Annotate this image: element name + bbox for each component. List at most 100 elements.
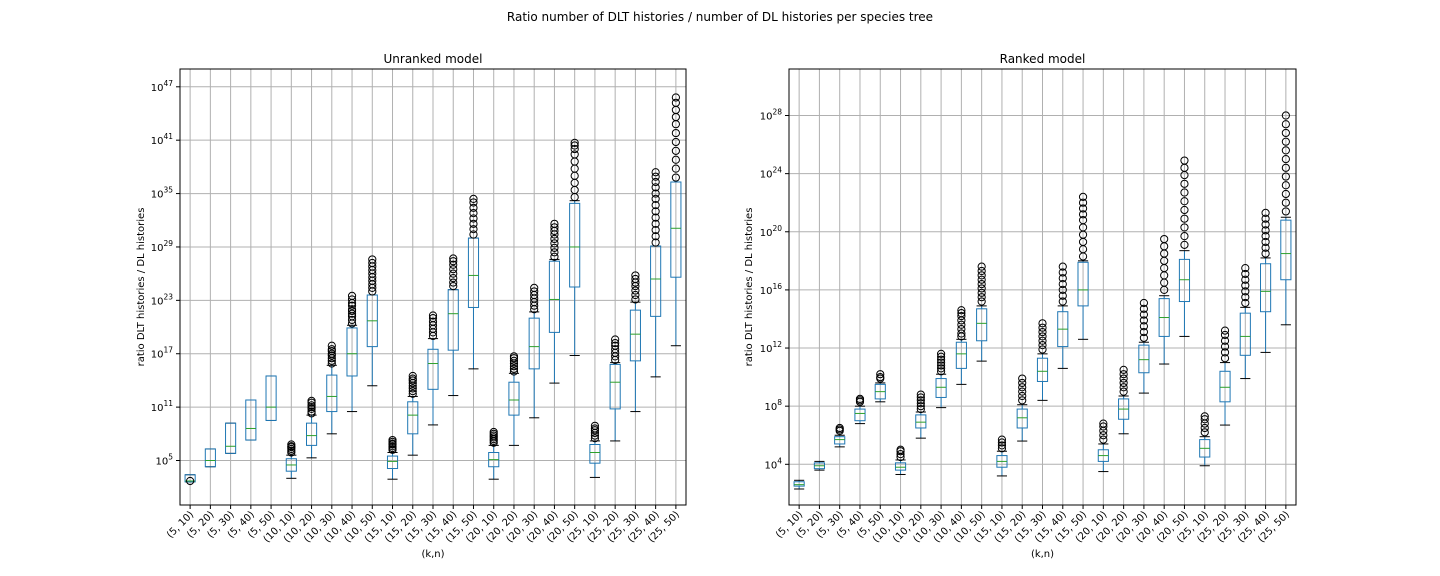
flier-point bbox=[570, 138, 579, 147]
flier-point bbox=[977, 266, 986, 276]
box-(15, 40) bbox=[447, 254, 459, 397]
box-(15, 50) bbox=[467, 194, 480, 370]
box-rect bbox=[1178, 258, 1191, 303]
y-axis-label: ratio DLT histories / DL histories bbox=[136, 208, 147, 367]
box-(15, 30) bbox=[1036, 319, 1049, 401]
box-(20, 10) bbox=[1097, 419, 1109, 473]
box-(20, 50) bbox=[1178, 156, 1191, 337]
flier-point bbox=[1058, 291, 1067, 300]
box-(15, 50) bbox=[1077, 192, 1089, 340]
flier-point bbox=[1038, 336, 1047, 345]
flier-point bbox=[1139, 298, 1149, 308]
flier-point bbox=[957, 325, 966, 334]
flier-point bbox=[1281, 189, 1290, 199]
flier-point bbox=[1058, 268, 1067, 277]
flier-point bbox=[449, 260, 458, 269]
box-(15, 10) bbox=[386, 435, 399, 480]
flier-point bbox=[1119, 383, 1128, 392]
flier-point bbox=[957, 329, 966, 338]
flier-point bbox=[469, 198, 478, 207]
flier-point bbox=[1281, 163, 1290, 172]
box-rect bbox=[1138, 344, 1150, 374]
flier-point bbox=[590, 421, 600, 430]
flier-point bbox=[1241, 287, 1250, 296]
flier-point bbox=[368, 255, 377, 264]
y-tick-label: 1047 bbox=[151, 79, 174, 94]
box-(25, 10) bbox=[1199, 412, 1211, 467]
flier-point bbox=[651, 225, 660, 235]
box-(20, 40) bbox=[1158, 234, 1170, 365]
flier-point bbox=[408, 389, 417, 398]
box-(5, 40) bbox=[245, 399, 257, 441]
flier-point bbox=[1139, 304, 1149, 313]
flier-point bbox=[1058, 262, 1067, 271]
box-rect bbox=[894, 462, 907, 471]
box-rect bbox=[548, 260, 561, 333]
flier-point bbox=[327, 341, 336, 350]
box-rect bbox=[346, 327, 358, 377]
box-(10, 40) bbox=[955, 306, 967, 385]
box-(25, 50) bbox=[670, 93, 682, 347]
flier-point bbox=[1281, 181, 1290, 190]
box-(10, 50) bbox=[366, 255, 378, 387]
flier-point bbox=[671, 128, 680, 138]
flier-point bbox=[1180, 188, 1189, 197]
flier-point bbox=[977, 262, 986, 271]
flier-point bbox=[651, 213, 660, 222]
flier-point bbox=[1261, 220, 1270, 229]
flier-point bbox=[550, 248, 559, 257]
flier-point bbox=[1058, 279, 1067, 289]
flier-point bbox=[1281, 207, 1290, 216]
flier-point bbox=[1220, 330, 1230, 340]
x-axis-label: (k,n) bbox=[421, 549, 444, 560]
flier-point bbox=[1281, 128, 1290, 138]
flier-point bbox=[428, 314, 438, 323]
box-rect bbox=[265, 375, 277, 421]
flier-point bbox=[916, 393, 925, 402]
flier-point bbox=[509, 356, 519, 365]
flier-point bbox=[937, 358, 946, 367]
box-rect bbox=[1016, 408, 1028, 429]
flier-point bbox=[1038, 345, 1047, 354]
box-(20, 20) bbox=[508, 352, 520, 446]
flier-point bbox=[1119, 365, 1128, 374]
flier-point bbox=[977, 288, 986, 297]
box-(5, 50) bbox=[874, 370, 886, 403]
box-(5, 20) bbox=[813, 460, 825, 471]
flier-point bbox=[671, 146, 680, 155]
y-tick-label: 1024 bbox=[760, 166, 783, 181]
box-rect bbox=[427, 348, 439, 390]
box-(20, 20) bbox=[1118, 365, 1130, 435]
flier-point bbox=[1078, 198, 1088, 207]
flier-point bbox=[1139, 310, 1149, 319]
flier-point bbox=[1241, 269, 1250, 279]
flier-point bbox=[937, 361, 946, 370]
flier-point bbox=[287, 440, 296, 449]
flier-point bbox=[671, 155, 680, 164]
flier-point bbox=[1281, 111, 1290, 120]
flier-point bbox=[550, 243, 559, 252]
flier-point bbox=[1220, 336, 1230, 345]
flier-point bbox=[1139, 333, 1149, 342]
flier-point bbox=[1180, 240, 1189, 249]
box-(15, 40) bbox=[1057, 262, 1069, 369]
flier-point bbox=[631, 290, 640, 300]
flier-point bbox=[1038, 319, 1047, 328]
box-(5, 20) bbox=[204, 448, 216, 468]
flier-point bbox=[1220, 354, 1230, 363]
flier-point bbox=[1200, 415, 1209, 424]
flier-point bbox=[469, 219, 478, 228]
flier-point bbox=[1038, 341, 1047, 350]
flier-point bbox=[651, 232, 660, 241]
flier-point bbox=[1058, 274, 1067, 283]
flier-point bbox=[1220, 326, 1230, 335]
flier-point bbox=[671, 93, 680, 102]
box-rect bbox=[245, 399, 257, 441]
flier-point bbox=[1018, 396, 1027, 405]
flier-point bbox=[1281, 155, 1290, 164]
box-(25, 20) bbox=[609, 335, 621, 442]
grid bbox=[789, 69, 1296, 505]
box-rect bbox=[306, 422, 318, 446]
flier-point bbox=[1241, 275, 1250, 284]
y-tick-label: 108 bbox=[764, 398, 782, 413]
